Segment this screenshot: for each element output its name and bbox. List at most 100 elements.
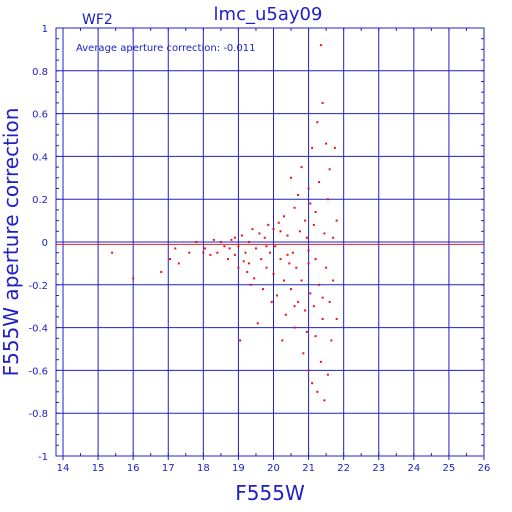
data-point [244,251,247,254]
data-point [226,258,229,261]
data-point [297,300,300,303]
data-point [335,219,338,222]
data-point [305,236,308,239]
data-point [333,146,336,149]
data-point [174,247,177,250]
data-point [277,221,280,224]
data-point [202,251,205,254]
x-tick-label: 16 [127,463,140,474]
data-point [311,146,314,149]
data-point [297,193,300,196]
data-point [307,187,310,190]
data-point [319,44,322,47]
data-point [281,339,284,342]
y-tick-label: 0 [42,238,48,249]
data-point [314,211,317,214]
data-point [330,339,333,342]
data-point [300,166,303,169]
x-tick-label: 23 [372,463,385,474]
data-point [274,245,277,248]
data-point [223,245,226,248]
x-tick-label: 22 [337,463,350,474]
data-point [325,142,328,145]
x-axis-label: F555W [235,481,305,505]
data-point [328,300,331,303]
x-tick-label: 20 [267,463,280,474]
data-point [272,228,275,231]
data-point [323,232,326,235]
data-point [251,228,254,231]
data-point [265,245,268,248]
data-point [307,249,310,252]
plot-frame [55,27,485,457]
data-point [332,279,335,282]
data-point [325,266,328,269]
data-point [242,260,245,263]
data-point [286,234,289,237]
data-point [249,283,252,286]
data-point [237,245,240,248]
data-point [321,296,324,299]
data-point [254,247,257,250]
data-point [219,241,222,243]
data-point [261,288,264,291]
data-point [237,266,240,269]
data-point [240,234,243,237]
data-point [304,309,307,312]
data-point [312,305,315,308]
data-point [247,262,250,265]
data-point [256,322,259,325]
data-point [293,206,296,209]
x-tick-label: 19 [232,463,245,474]
data-point [246,270,249,273]
data-point [260,258,263,261]
data-point [247,241,250,243]
data-point [258,232,261,235]
data-point [188,251,191,254]
data-point [290,288,293,291]
y-tick-label: 1 [42,24,48,35]
data-point [321,101,324,104]
data-point [312,223,315,226]
data-point [328,168,331,171]
data-point [332,236,335,239]
y-tick-label: -1 [38,452,48,463]
y-tick-label: 0.4 [32,152,48,163]
data-point [267,223,270,226]
data-point [272,273,275,276]
data-point [230,238,233,241]
x-tick-label: 14 [57,463,70,474]
average-annotation: Average aperture correction: -0.011 [76,43,256,54]
data-point [269,251,271,254]
x-tick-label: 15 [92,463,105,474]
data-point [228,247,231,250]
data-point [265,266,268,269]
data-point [298,230,301,233]
x-tick-label: 18 [197,463,210,474]
data-point [253,277,256,280]
data-point [305,330,308,333]
x-tick-label: 25 [443,463,456,474]
y-tick-label: -0.4 [28,324,48,335]
data-point [212,238,215,241]
data-point [323,399,326,402]
x-tick-label: 21 [302,463,315,474]
data-point [279,258,282,261]
data-point [291,251,294,254]
data-point [195,241,198,243]
data-point [177,262,180,265]
y-tick-label: 0.2 [32,195,48,206]
data-point [169,258,172,261]
y-tick-label: -0.8 [28,409,48,420]
data-point [316,121,319,124]
data-point [288,262,291,265]
data-point [239,339,242,342]
y-tick-label: 0.6 [32,110,48,121]
data-point [318,283,321,286]
y-tick-label: -0.6 [28,366,48,377]
data-point [318,181,321,184]
x-tick-label: 17 [162,463,175,474]
data-point [276,294,279,297]
x-tick-label: 26 [478,463,491,474]
